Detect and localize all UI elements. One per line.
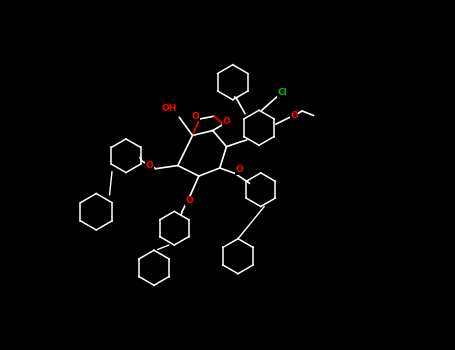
Text: O: O xyxy=(236,165,243,174)
Text: Cl: Cl xyxy=(278,88,288,97)
Text: O: O xyxy=(223,117,231,126)
Text: O: O xyxy=(192,112,199,121)
Text: O: O xyxy=(290,111,298,120)
Text: O: O xyxy=(185,196,193,205)
Text: OH: OH xyxy=(161,104,177,113)
Text: O: O xyxy=(146,161,153,170)
